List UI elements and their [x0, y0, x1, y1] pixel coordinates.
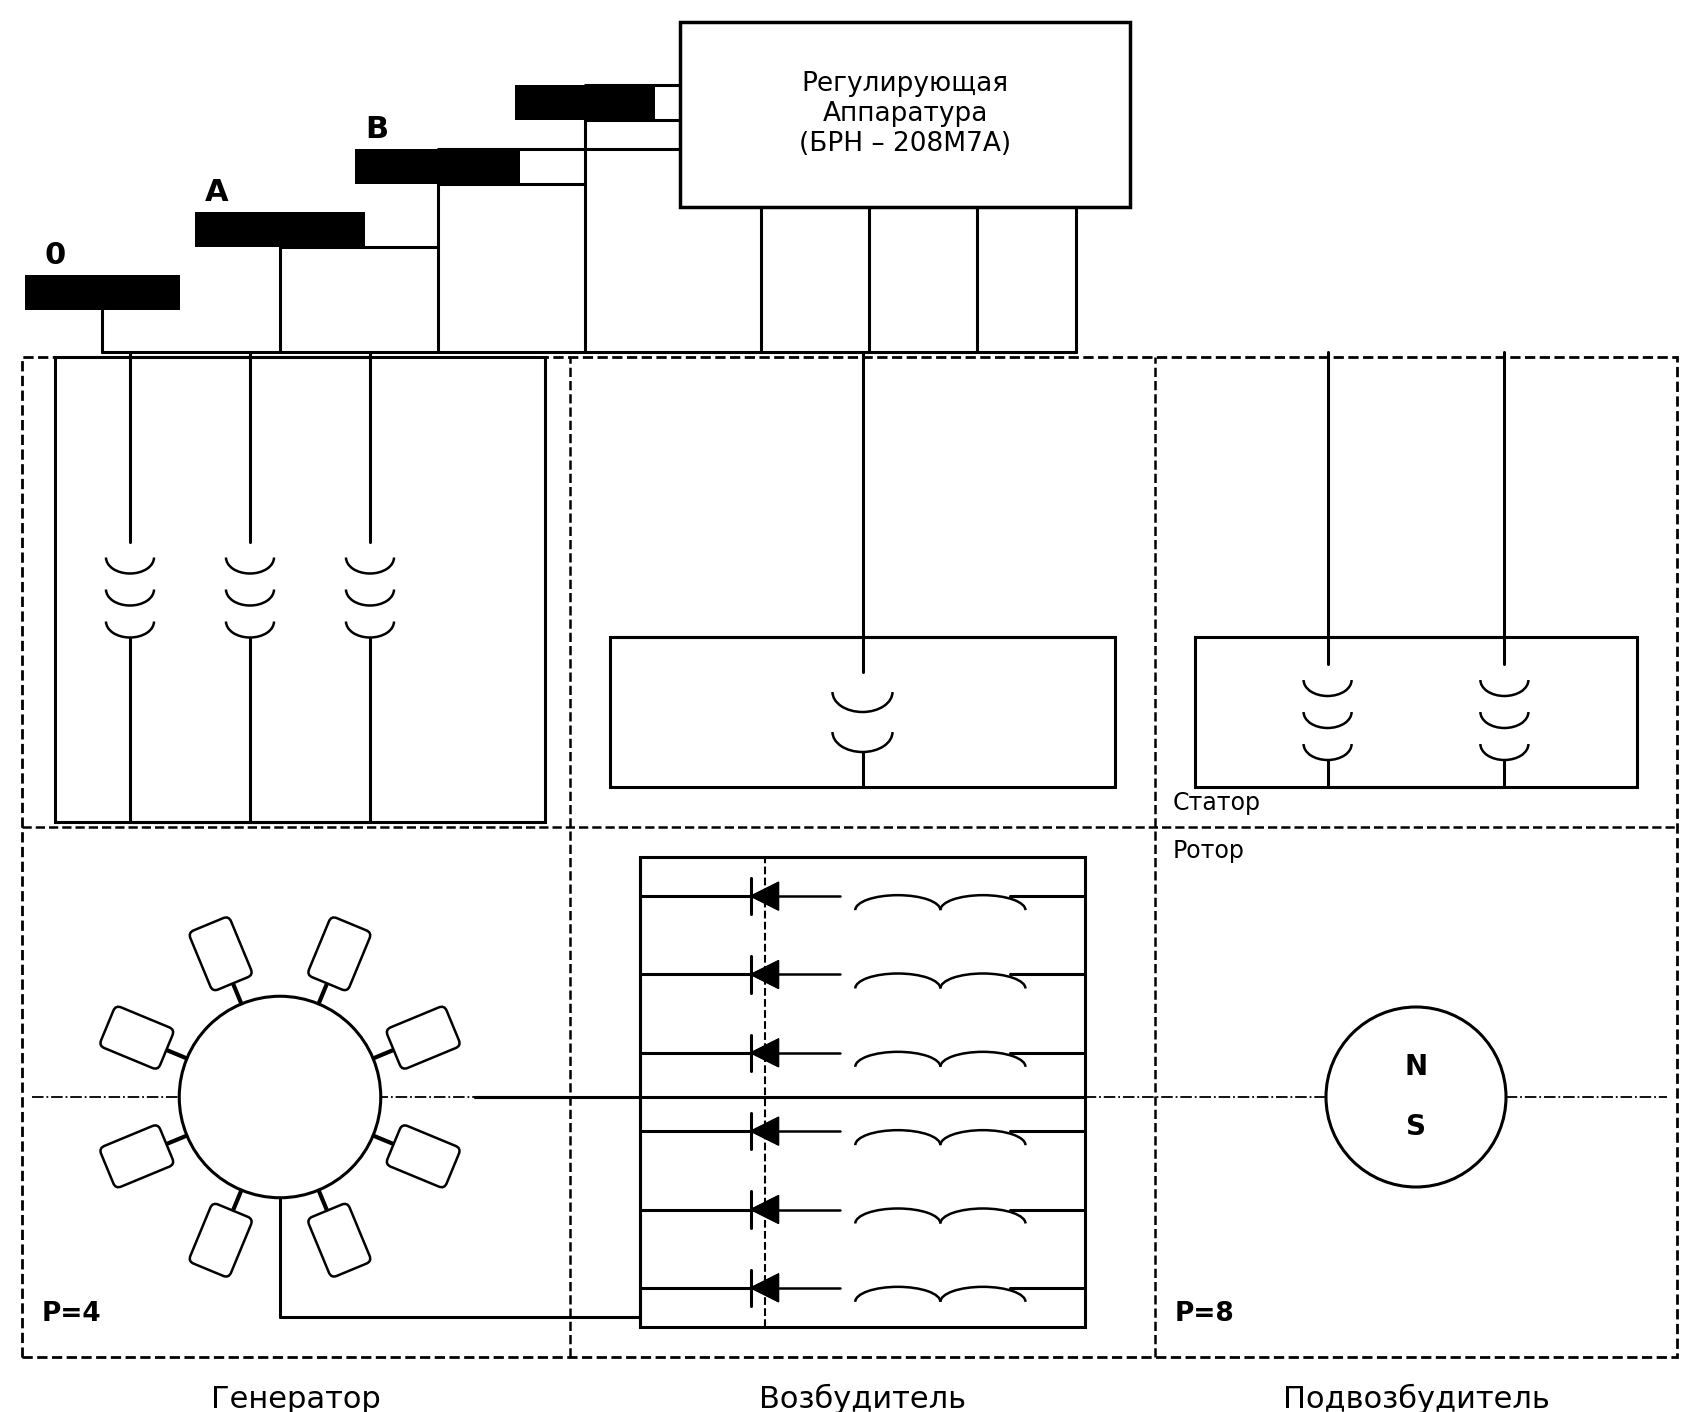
Text: Подвозбудитель: Подвозбудитель — [1282, 1384, 1550, 1412]
Polygon shape — [751, 1117, 778, 1145]
Text: N: N — [1405, 1053, 1427, 1082]
Bar — [1195, 637, 1637, 786]
Bar — [609, 637, 1115, 786]
FancyBboxPatch shape — [101, 1125, 172, 1187]
FancyBboxPatch shape — [189, 918, 251, 990]
FancyBboxPatch shape — [309, 1204, 370, 1276]
Text: Возбудитель: Возбудитель — [760, 1384, 966, 1412]
Text: Генератор: Генератор — [212, 1385, 381, 1412]
Text: A: A — [205, 178, 229, 208]
Bar — [195, 212, 365, 247]
Bar — [516, 85, 655, 120]
FancyBboxPatch shape — [101, 1007, 172, 1069]
Text: 0: 0 — [44, 241, 67, 270]
FancyBboxPatch shape — [387, 1007, 459, 1069]
Text: Ротор: Ротор — [1173, 839, 1244, 863]
FancyBboxPatch shape — [189, 1204, 251, 1276]
Bar — [355, 150, 521, 184]
Bar — [26, 275, 179, 311]
Text: P=4: P=4 — [43, 1300, 102, 1327]
FancyBboxPatch shape — [309, 918, 370, 990]
Polygon shape — [751, 1274, 778, 1302]
Bar — [640, 857, 1086, 1327]
Text: Статор: Статор — [1173, 791, 1261, 815]
Polygon shape — [751, 1196, 778, 1224]
Bar — [22, 357, 1676, 1357]
Circle shape — [1326, 1007, 1506, 1187]
FancyBboxPatch shape — [387, 1125, 459, 1187]
Text: S: S — [1407, 1113, 1425, 1141]
Circle shape — [179, 997, 381, 1197]
Bar — [679, 23, 1130, 208]
Text: B: B — [365, 114, 387, 144]
Polygon shape — [751, 1039, 778, 1067]
Text: Регулирующая
Аппаратура
(БРН – 208М7А): Регулирующая Аппаратура (БРН – 208М7А) — [799, 72, 1011, 158]
Bar — [55, 357, 545, 822]
Polygon shape — [751, 882, 778, 911]
Text: P=8: P=8 — [1174, 1300, 1234, 1327]
Polygon shape — [751, 960, 778, 988]
